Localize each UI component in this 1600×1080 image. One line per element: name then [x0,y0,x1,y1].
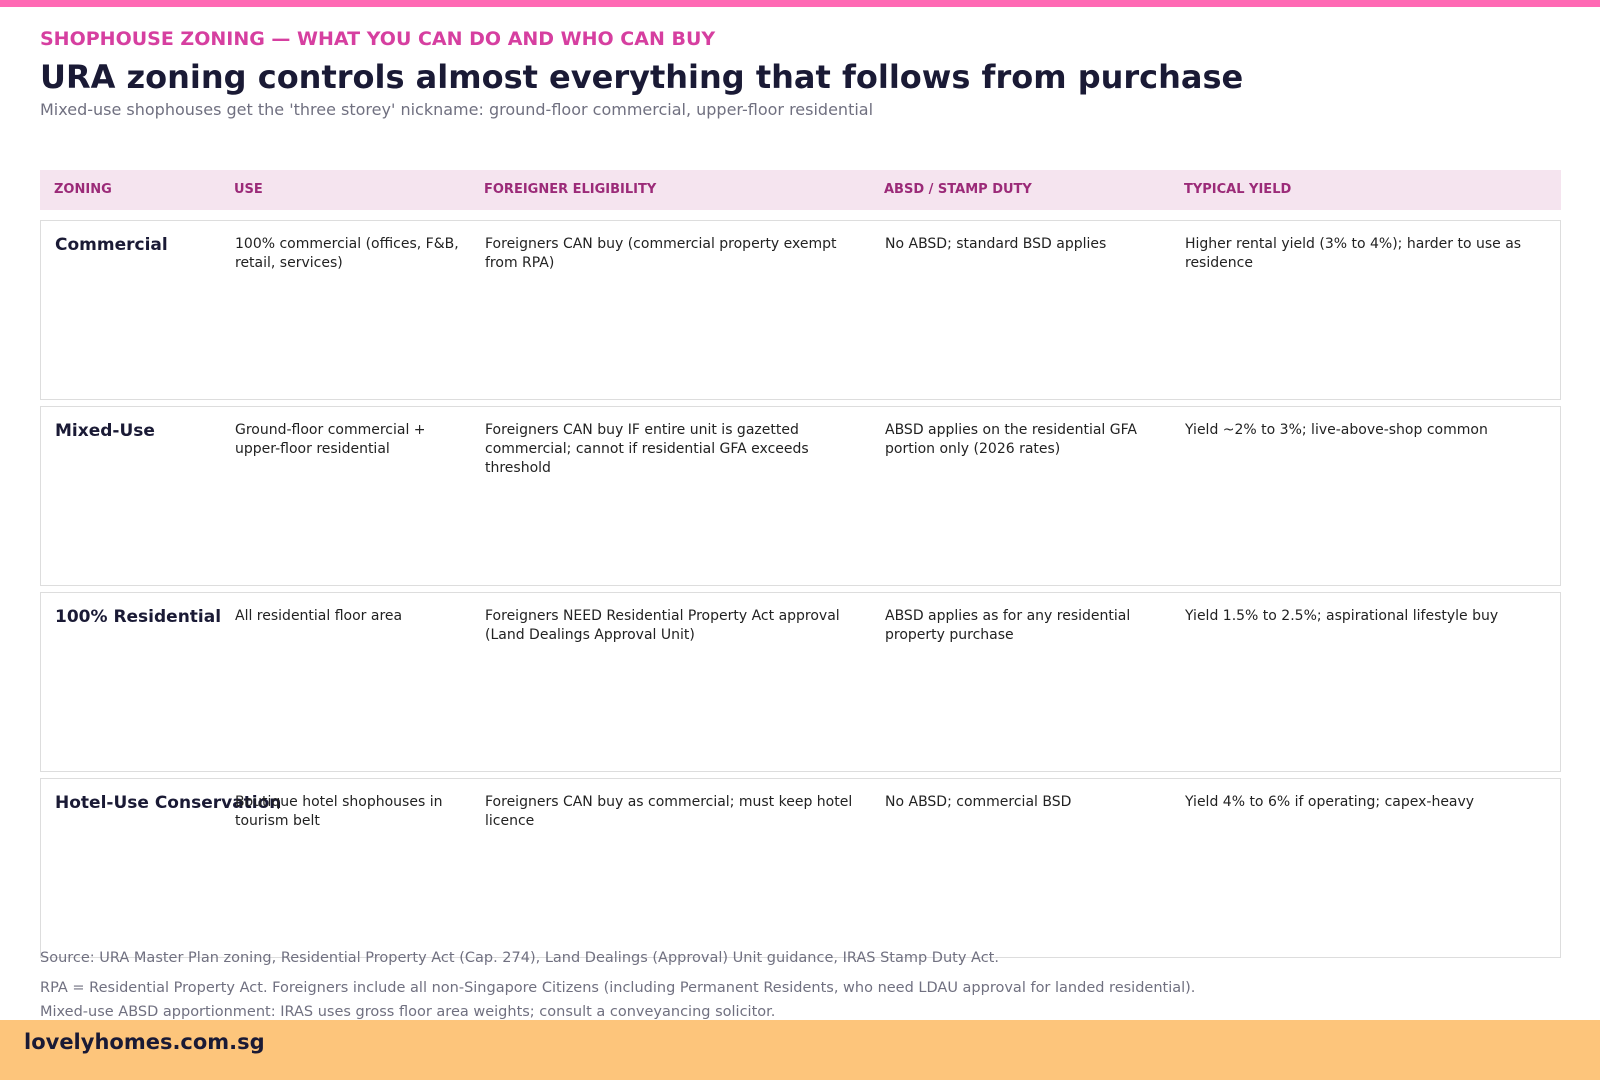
table-cell: Ground-floor commercial + upper-floor re… [235,422,426,457]
table-cell: No ABSD; standard BSD applies [885,236,1107,252]
column-header: USE [234,182,263,197]
table-cell: ABSD applies on the residential GFA port… [885,422,1137,457]
table-cell: Yield ~2% to 3%; live-above-shop common [1185,422,1488,438]
column-header: FOREIGNER ELIGIBILITY [484,182,657,197]
subtitle: Mixed-use shophouses get the 'three stor… [40,100,874,119]
table-cell: Yield 1.5% to 2.5%; aspirational lifesty… [1185,608,1499,624]
table-cell: Foreigners NEED Residential Property Act… [485,608,840,643]
footnote: Source: URA Master Plan zoning, Resident… [40,950,999,966]
column-header: ZONING [54,182,112,197]
footnote: RPA = Residential Property Act. Foreigne… [40,980,1196,996]
table-cell: Foreigners CAN buy IF entire unit is gaz… [485,422,809,476]
table-cell: Yield 4% to 6% if operating; capex-heavy [1185,794,1475,810]
zoning-cell: 100% Residential [55,607,222,627]
column-header: TYPICAL YIELD [1184,182,1292,197]
column-header: ABSD / STAMP DUTY [884,182,1032,197]
table-header: ZONING USE FOREIGNER ELIGIBILITY ABSD / STA… [40,170,1561,210]
zoning-cell: Commercial [55,235,168,255]
table-row: Mixed-Use Ground-floor commercial + upper… [40,406,1561,586]
table-row: 100% Residential All residential floor ar… [40,592,1561,772]
table-cell: Higher rental yield (3% to 4%); harder t… [1185,236,1522,271]
title: URA zoning controls almost everything th… [40,58,1244,96]
top-bar [0,0,1600,7]
table-cell: All residential floor area [235,608,403,624]
footer: lovelyhomes.com.sg [0,1020,1600,1080]
footnote: Mixed-use ABSD apportionment: IRAS uses … [40,1004,776,1020]
zoning-cell: Mixed-Use [55,421,155,441]
table-row: Hotel-Use Conservation Boutique hotel sho… [40,778,1561,958]
eyebrow: SHOPHOUSE ZONING — WHAT YOU CAN DO AND W… [40,28,716,50]
zoning-cell: Hotel-Use Conservation [55,793,282,813]
brand: lovelyhomes.com.sg [24,1030,265,1054]
table-cell: Boutique hotel shophouses in tourism bel… [235,794,443,829]
table-cell: 100% commercial (offices, F&B, retail, s… [235,236,459,271]
table-cell: Foreigners CAN buy as commercial; must k… [485,794,853,829]
table-cell: ABSD applies as for any residential prop… [885,608,1131,643]
table-row: Commercial 100% commercial (offices, F&B,… [40,220,1561,400]
table-cell: Foreigners CAN buy (commercial property … [485,236,837,271]
table-cell: No ABSD; commercial BSD [885,794,1072,810]
